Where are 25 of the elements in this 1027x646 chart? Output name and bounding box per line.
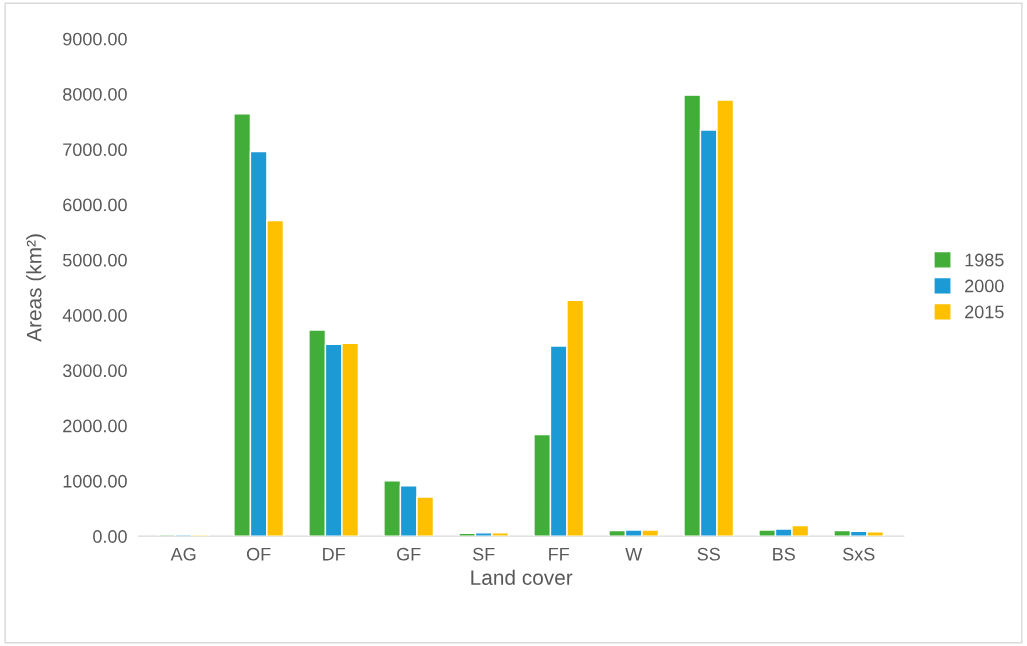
legend-label: 1985 — [965, 253, 1004, 267]
x-tick-label: SxS — [843, 547, 875, 561]
x-tick-label: SF — [472, 547, 495, 561]
x-tick-label: GF — [397, 547, 421, 561]
x-axis-title: Land cover — [471, 569, 573, 585]
y-tick-label: 1000.00 — [63, 474, 127, 488]
y-tick-label: 6000.00 — [63, 198, 127, 212]
y-tick-label: 7000.00 — [63, 143, 127, 157]
x-tick-label: FF — [549, 547, 570, 561]
y-tick-label: 4000.00 — [62, 309, 127, 322]
legend-label: 2015 — [965, 305, 1004, 319]
y-tick-label: 2000.00 — [63, 419, 127, 433]
y-tick-label: 8000.00 — [63, 87, 127, 101]
x-tick-label: W — [625, 547, 643, 561]
x-tick-label: DF — [323, 547, 345, 561]
y-tick-label: 5000.00 — [63, 253, 127, 267]
y-axis-title: Areas (km²) — [26, 234, 46, 342]
y-tick-label: 9000.00 — [63, 32, 127, 46]
x-tick-label: OF — [246, 547, 271, 561]
x-tick-label: SS — [697, 547, 720, 561]
y-tick-label: 3000.00 — [62, 364, 127, 378]
legend-label: 2000 — [965, 279, 1004, 293]
x-tick-label: AG — [170, 547, 196, 561]
x-tick-label: BS — [773, 547, 795, 561]
y-tick-label: 0.00 — [93, 530, 127, 543]
